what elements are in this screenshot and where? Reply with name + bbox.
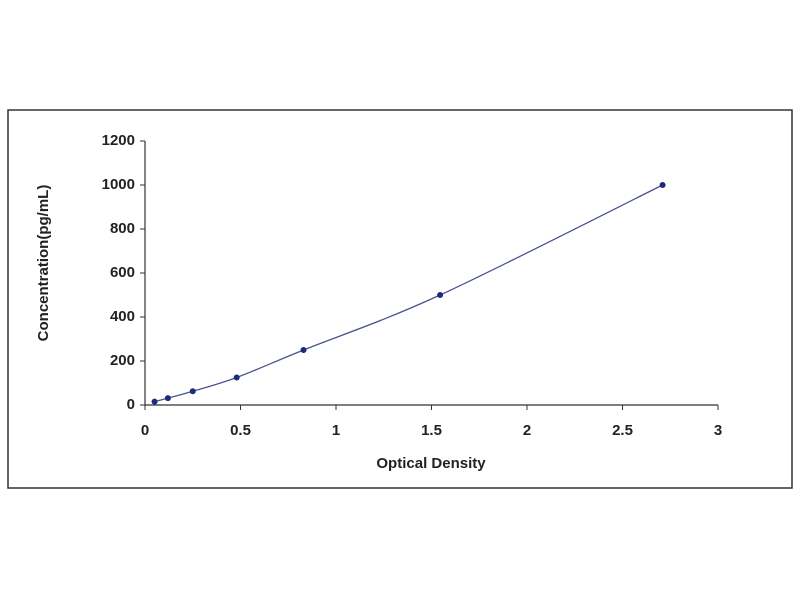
data-point xyxy=(233,374,240,381)
y-axis-title: Concentration(pg/mL) xyxy=(35,185,52,342)
data-point xyxy=(189,388,196,395)
y-tick-label: 600 xyxy=(110,264,135,281)
y-tick-label: 400 xyxy=(110,308,135,325)
data-point xyxy=(437,292,444,298)
data-point xyxy=(151,398,158,405)
y-tick-label: 800 xyxy=(110,220,135,237)
y-tick-label: 200 xyxy=(110,352,135,369)
data-point xyxy=(164,395,171,402)
x-tick-label: 2 xyxy=(523,422,531,439)
x-tick-label: 1.5 xyxy=(421,422,442,439)
x-tick-label: 0 xyxy=(141,422,149,439)
data-point xyxy=(659,182,666,188)
x-tick-label: 1 xyxy=(332,422,340,439)
chart-frame xyxy=(7,109,793,489)
fit-curve xyxy=(154,184,663,403)
y-tick-label: 1200 xyxy=(102,132,135,149)
x-tick-label: 3 xyxy=(714,422,722,439)
x-tick-label: 0.5 xyxy=(230,422,251,439)
y-tick-label: 0 xyxy=(127,396,135,413)
y-tick-label: 1000 xyxy=(102,176,135,193)
x-axis-title: Optical Density xyxy=(376,455,486,472)
data-point xyxy=(300,347,307,353)
x-tick-label: 2.5 xyxy=(612,422,633,439)
